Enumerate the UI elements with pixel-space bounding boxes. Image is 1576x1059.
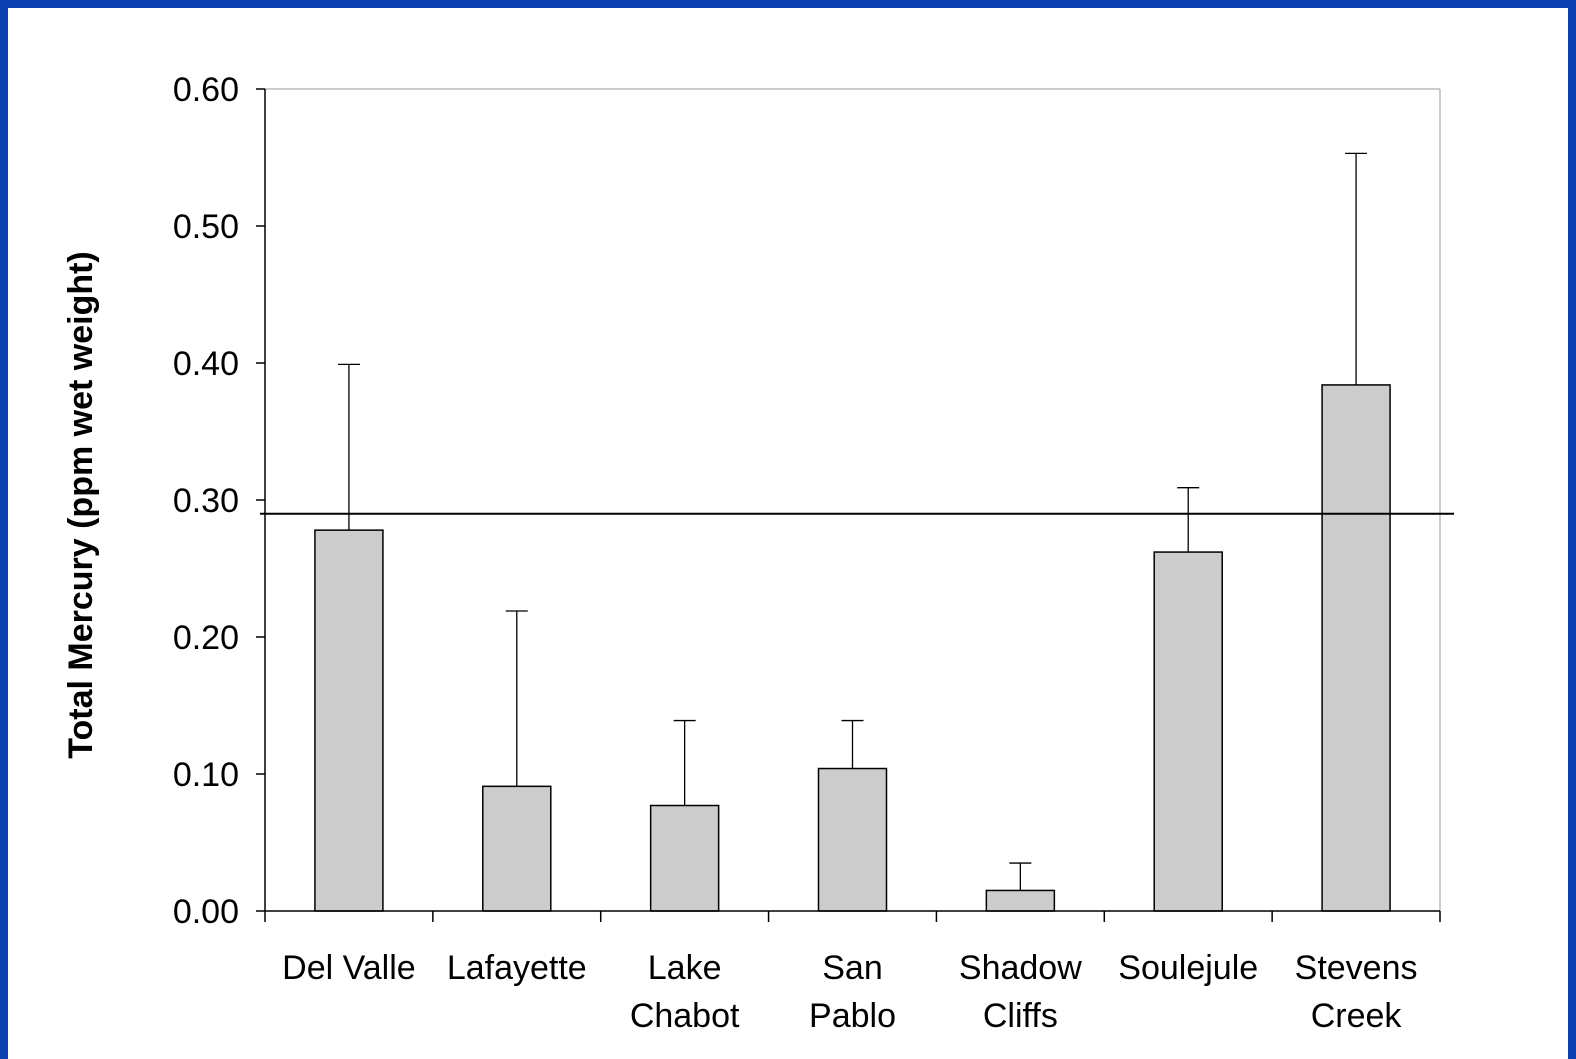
y-tick-label-3: 0.30 bbox=[173, 482, 239, 520]
y-tick-label-6: 0.60 bbox=[173, 71, 239, 109]
x-tick-label-0: Del Valle bbox=[282, 949, 416, 987]
y-tick-label-1: 0.10 bbox=[173, 756, 239, 794]
x-axis: Del Valle Lafayette Lake Chabot San Pablo Shad… bbox=[264, 910, 1441, 1035]
x-tick-label-2: Lake Chabot bbox=[630, 949, 740, 1035]
y-tick-label-0: 0.00 bbox=[173, 893, 239, 931]
x-tick-label-4: Shadow Cliffs bbox=[959, 949, 1082, 1035]
bar-2 bbox=[649, 804, 720, 912]
y-tick-label-5: 0.50 bbox=[173, 208, 239, 246]
chart-frame: 0.00 0.10 0.20 0.30 0.40 0.50 0.60 Del Valle La… bbox=[8, 8, 1568, 1059]
x-tick-label-1: Lafayette bbox=[447, 949, 587, 987]
y-axis-title: Total Mercury (ppm wet weight) bbox=[62, 251, 100, 759]
y-tick-label-2: 0.20 bbox=[173, 619, 239, 657]
x-tick-label-6: Stevens Creek bbox=[1295, 949, 1418, 1035]
bar-4 bbox=[985, 889, 1056, 912]
bar-chart: 0.00 0.10 0.20 0.30 0.40 0.50 0.60 Del Valle La… bbox=[62, 71, 1454, 1035]
y-tick-label-4: 0.40 bbox=[173, 345, 239, 383]
x-tick-label-5: Soulejule bbox=[1118, 949, 1258, 987]
plot-area bbox=[265, 88, 1441, 911]
bar-6 bbox=[1321, 384, 1391, 912]
error-bars-group bbox=[337, 152, 1368, 891]
x-tick-label-3: San Pablo bbox=[809, 949, 896, 1035]
bar-0 bbox=[314, 529, 384, 912]
bar-5 bbox=[1153, 551, 1223, 912]
bars-group bbox=[314, 384, 1391, 912]
bar-3 bbox=[817, 767, 888, 912]
y-axis: 0.00 0.10 0.20 0.30 0.40 0.50 0.60 bbox=[173, 71, 266, 931]
bar-1 bbox=[482, 785, 552, 912]
